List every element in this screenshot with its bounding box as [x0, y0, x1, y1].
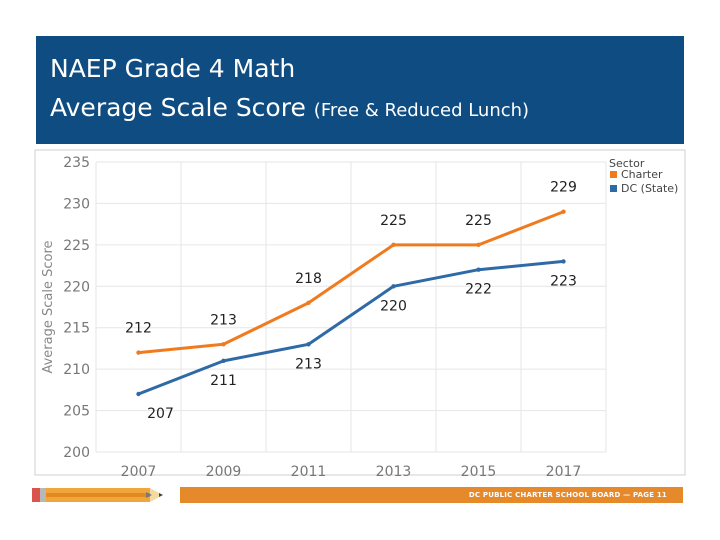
data-label: 213 [295, 356, 322, 372]
legend-swatch [610, 185, 617, 192]
y-axis-title: Average Scale Score [41, 240, 56, 373]
data-label: 212 [125, 321, 152, 337]
data-label: 222 [465, 282, 492, 298]
data-point [561, 209, 566, 214]
x-tick-label: 2011 [291, 464, 327, 480]
y-tick-label: 225 [63, 238, 90, 254]
legend-label: Charter [621, 168, 663, 181]
legend-swatch [610, 171, 617, 178]
x-tick-label: 2009 [206, 464, 242, 480]
data-label: 207 [147, 406, 174, 422]
y-tick-label: 205 [63, 404, 90, 420]
y-tick-label: 235 [63, 155, 90, 171]
x-tick-label: 2013 [376, 464, 412, 480]
slide-title: NAEP Grade 4 Math [50, 54, 296, 83]
data-point [136, 350, 141, 355]
data-label: 213 [210, 312, 237, 328]
data-point [561, 259, 566, 264]
subtitle-qualifier: (Free & Reduced Lunch) [313, 100, 530, 121]
title-banner: NAEP Grade 4 Math Average Scale Score (F… [36, 36, 684, 144]
data-label: 225 [465, 213, 492, 229]
data-point [476, 267, 481, 272]
y-tick-label: 220 [63, 279, 90, 295]
footer-text: DC PUBLIC CHARTER SCHOOL BOARD — PAGE 11 [468, 491, 667, 499]
data-label: 218 [295, 271, 322, 287]
y-tick-label: 210 [63, 362, 90, 378]
data-label: 223 [550, 273, 577, 289]
line-chart: 200 205 210 215 220 225 230 235 2007 2009 2011 2013… [34, 149, 686, 480]
x-tick-label: 2017 [546, 464, 582, 480]
data-point [221, 358, 226, 364]
legend-title: Sector [609, 157, 645, 170]
data-point [391, 284, 396, 289]
legend-label: DC (State) [621, 182, 678, 195]
x-tick-label: 2007 [121, 464, 157, 480]
data-point [391, 242, 396, 248]
chart-frame [34, 149, 686, 476]
data-label: 211 [210, 373, 237, 389]
data-label: 225 [380, 213, 407, 229]
play-arrow-icon [146, 492, 152, 498]
x-tick-label: 2015 [461, 464, 497, 480]
slide-subtitle: Average Scale Score (Free & Reduced Lunc… [50, 88, 684, 131]
series-line-charter [138, 210, 565, 355]
data-point [136, 391, 141, 397]
y-tick-label: 215 [63, 321, 90, 337]
data-point [476, 242, 481, 248]
pencil-icon [32, 488, 163, 502]
data-point [306, 342, 311, 347]
series-line-dc-state [137, 259, 564, 396]
subtitle-main: Average Scale Score [50, 93, 306, 122]
y-tick-label: 200 [63, 445, 90, 461]
data-point [221, 342, 226, 347]
data-point [306, 300, 311, 306]
footer-bar: DC PUBLIC CHARTER SCHOOL BOARD — PAGE 11 [180, 487, 683, 503]
data-label: 220 [380, 298, 407, 314]
y-tick-label: 230 [63, 196, 90, 212]
data-label: 229 [550, 180, 577, 196]
